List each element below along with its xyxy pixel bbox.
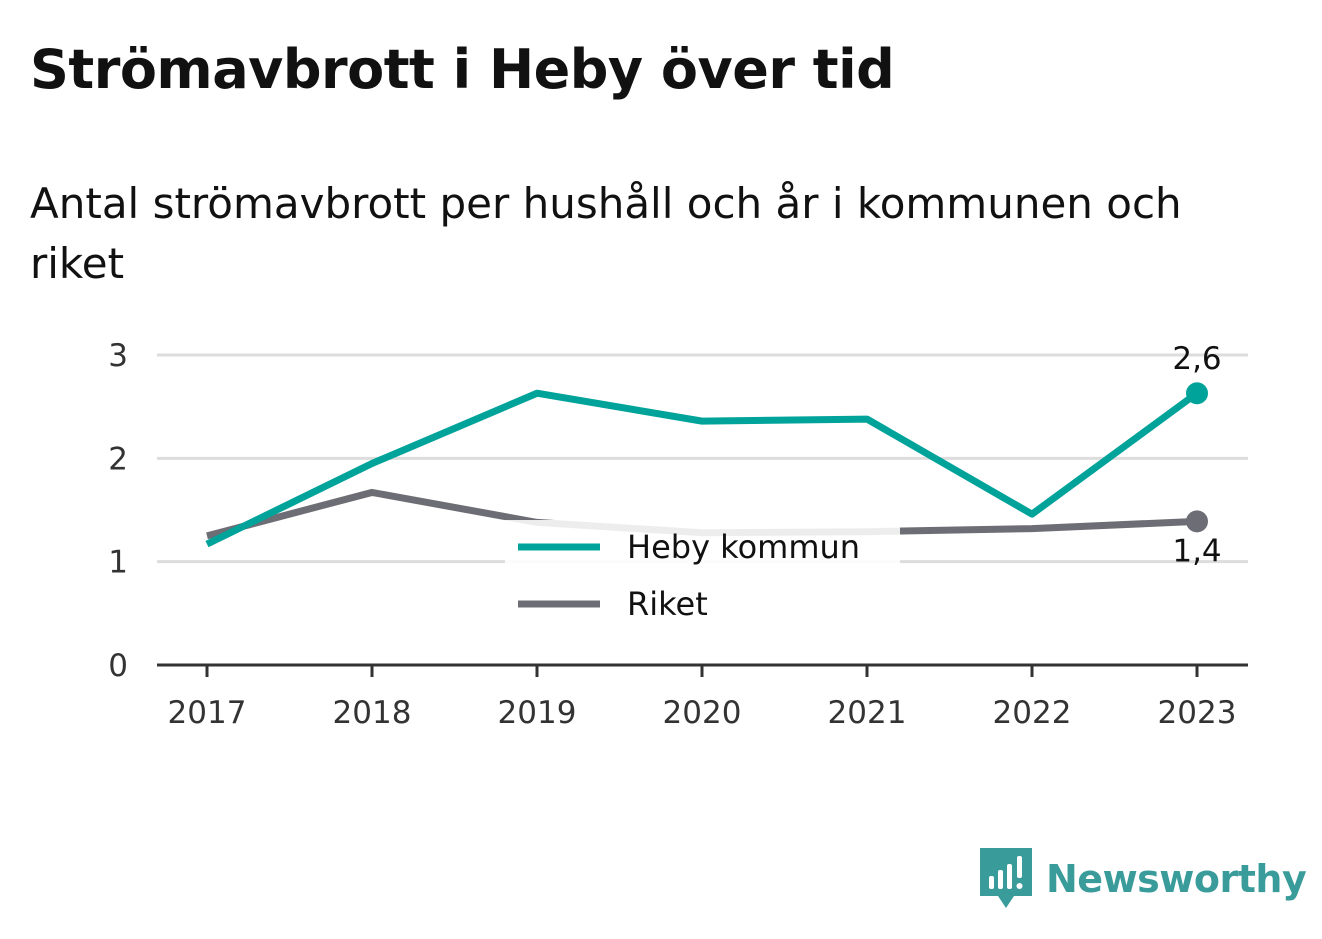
end-point-marker: [1186, 510, 1208, 533]
y-tick-label: 3: [108, 338, 128, 374]
brand-logo: Newsworthy: [980, 848, 1307, 910]
x-tick-label: 2022: [993, 695, 1072, 731]
chart-subtitle: Antal strömavbrott per hushåll och år i …: [30, 179, 1182, 288]
legend-label: Riket: [627, 585, 708, 623]
brand-name: Newsworthy: [1046, 857, 1307, 901]
legend: Heby kommun Riket: [505, 520, 900, 632]
legend-background: [505, 520, 900, 632]
series-line-heby-kommun: [205, 389, 1200, 548]
bar-chart-speech-bubble-icon: [980, 848, 1032, 908]
value-labels: 2,6 1,4: [1172, 341, 1221, 569]
end-point-marker: [1186, 382, 1208, 405]
legend-label: Heby kommun: [627, 528, 860, 566]
y-tick-label: 1: [108, 545, 128, 581]
y-tick-label: 0: [108, 648, 128, 684]
x-tick-label: 2020: [663, 695, 742, 731]
x-tick-label: 2017: [168, 695, 247, 731]
end-value-label: 1,4: [1172, 533, 1221, 569]
chart-title: Strömavbrott i Heby över tid: [30, 38, 895, 101]
end-value-label: 2,6: [1172, 341, 1221, 377]
x-tick-label: 2023: [1158, 695, 1237, 731]
x-tick-label: 2018: [333, 695, 412, 731]
x-tick-label: 2019: [498, 695, 577, 731]
y-tick-label: 2: [108, 441, 128, 477]
axes: 0 1 2 3 2017 2018 2019 2020 2021 2022 2023: [108, 338, 1248, 731]
x-tick-label: 2021: [828, 695, 907, 731]
